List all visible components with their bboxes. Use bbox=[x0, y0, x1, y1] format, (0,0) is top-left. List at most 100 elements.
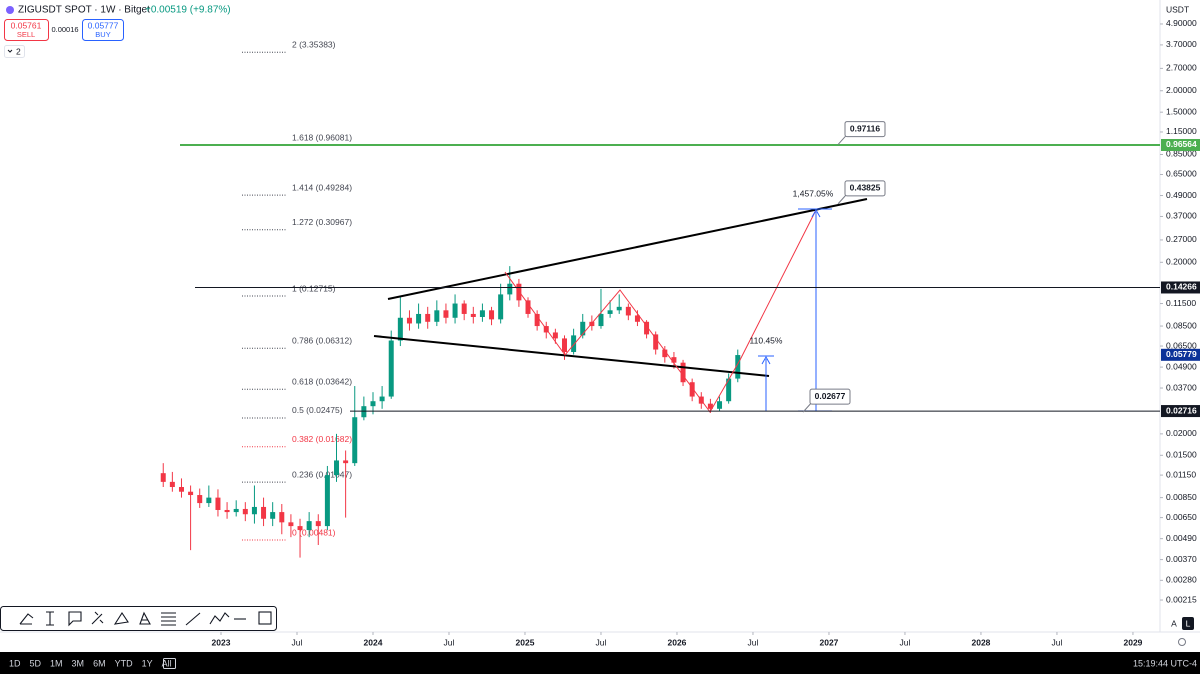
candle-body bbox=[452, 303, 458, 318]
arrow-head bbox=[811, 208, 821, 218]
tool-icon[interactable] bbox=[19, 613, 34, 625]
toolbar-icons[interactable] bbox=[19, 611, 272, 627]
fib-label: 0.5 (0.02475) bbox=[292, 405, 343, 415]
indicators-toggle[interactable] bbox=[4, 45, 25, 58]
range-button[interactable]: All bbox=[162, 658, 172, 668]
price-label: 0.96564 bbox=[1166, 139, 1197, 149]
drawings: 1,457.05% 110.45% bbox=[373, 188, 868, 413]
candle-body bbox=[625, 306, 631, 316]
buy-label[interactable]: BUY bbox=[95, 30, 110, 39]
candle-body bbox=[397, 317, 403, 341]
drawing-toolbar bbox=[0, 606, 277, 631]
y-tick-label: 0.20000 bbox=[1166, 257, 1197, 267]
spread: 0.00016 bbox=[51, 25, 78, 34]
range-button[interactable]: 1M bbox=[50, 658, 63, 668]
fib-label: 0.786 (0.06312) bbox=[292, 335, 352, 345]
candle-body bbox=[580, 321, 586, 336]
indicators-count[interactable]: 2 bbox=[16, 46, 21, 56]
candle-body bbox=[534, 313, 540, 327]
tool-icon[interactable] bbox=[91, 611, 104, 625]
candle-body bbox=[197, 495, 203, 504]
y-tick-label: 0.00850 bbox=[1166, 492, 1197, 502]
candle-body bbox=[634, 315, 640, 322]
plot-area: 2 (3.35383) 1.618 (0.96081) 1.414 (0.49284… bbox=[160, 39, 741, 558]
range-button[interactable]: 3M bbox=[72, 658, 85, 668]
fib-label: 1.272 (0.30967) bbox=[292, 217, 352, 227]
scale-auto[interactable]: A bbox=[1171, 618, 1177, 628]
symbol-logo bbox=[6, 6, 14, 14]
tool-icon[interactable] bbox=[258, 611, 272, 625]
tool-icon[interactable] bbox=[185, 612, 201, 626]
tool-icon[interactable] bbox=[113, 611, 129, 625]
price-label: 0.02716 bbox=[1166, 405, 1197, 415]
x-tick-label: 2028 bbox=[971, 637, 990, 647]
tool-icon[interactable] bbox=[139, 611, 151, 625]
y-tick-label: 0.00490 bbox=[1166, 533, 1197, 543]
y-tick-label: 0.85000 bbox=[1166, 149, 1197, 159]
symbol-title: ZIGUSDT SPOT · 1W · Bitget bbox=[18, 5, 150, 16]
chevron bbox=[7, 49, 13, 53]
candle-body bbox=[261, 506, 267, 519]
date-range-button[interactable] bbox=[163, 658, 176, 669]
settings-icon[interactable] bbox=[1178, 638, 1186, 646]
candle-body bbox=[662, 349, 668, 358]
candle-body bbox=[507, 283, 513, 295]
candle-body bbox=[233, 508, 239, 513]
tool-icon[interactable] bbox=[68, 611, 82, 627]
price-label: 0.05779 bbox=[1166, 349, 1197, 359]
y-tick-label: 0.00215 bbox=[1166, 594, 1197, 604]
x-tick-label: 2023 bbox=[212, 637, 231, 647]
scale-log-button[interactable] bbox=[1182, 617, 1194, 630]
price-label: 0.14266 bbox=[1166, 282, 1197, 292]
candle-body bbox=[288, 522, 294, 527]
range-button[interactable]: 6M bbox=[93, 658, 106, 668]
y-tick-label: 0.04900 bbox=[1166, 361, 1197, 371]
candle-body bbox=[251, 506, 257, 515]
candle-body bbox=[270, 512, 276, 519]
header: ZIGUSDT SPOT · 1W · Bitget +0.00519 (+9.… bbox=[4, 4, 1189, 58]
candle-body bbox=[297, 526, 303, 531]
candle-body bbox=[653, 334, 659, 350]
y-tick-label: 0.06500 bbox=[1166, 340, 1197, 350]
y-tick-label: 0.11500 bbox=[1166, 298, 1196, 308]
sell-label[interactable]: SELL bbox=[17, 30, 35, 39]
fib-label: 1 (0.12715) bbox=[292, 283, 336, 293]
candle-body bbox=[215, 497, 221, 510]
fib-label: 1.414 (0.49284) bbox=[292, 182, 352, 192]
x-tick-label: 2027 bbox=[820, 637, 839, 647]
currency: USDT bbox=[1166, 4, 1189, 14]
x-tick-label: Jul bbox=[596, 637, 607, 647]
x-tick-label: Jul bbox=[1052, 637, 1063, 647]
candle-body bbox=[224, 509, 230, 513]
candle-body bbox=[707, 403, 713, 409]
range-button[interactable]: 1D bbox=[9, 658, 21, 668]
y-tick-label: 0.00370 bbox=[1166, 554, 1197, 564]
y-tick-label: 2.00000 bbox=[1166, 85, 1197, 95]
candle-body bbox=[324, 475, 330, 527]
candle-body bbox=[498, 294, 504, 320]
sell-price[interactable]: 0.05761 bbox=[11, 20, 42, 30]
candle-body bbox=[561, 338, 567, 353]
tool-icon[interactable] bbox=[161, 612, 176, 626]
candle-body bbox=[406, 317, 412, 324]
price-label-bg bbox=[1161, 348, 1200, 361]
candle-body bbox=[616, 306, 622, 311]
scale-log[interactable]: L bbox=[1186, 618, 1191, 628]
y-tick-label: 2.70000 bbox=[1166, 63, 1197, 73]
x-tick-label: 2024 bbox=[364, 637, 383, 647]
sell-button[interactable] bbox=[4, 19, 49, 41]
fib-label: 0.382 (0.01682) bbox=[292, 434, 352, 444]
range-button[interactable]: YTD bbox=[115, 658, 134, 668]
tool-icon[interactable] bbox=[209, 612, 230, 625]
tool-icon[interactable] bbox=[46, 611, 54, 626]
buy-button[interactable] bbox=[82, 19, 124, 41]
y-tick-label: 0.03700 bbox=[1166, 382, 1197, 392]
buy-price[interactable]: 0.05777 bbox=[88, 20, 119, 30]
candle-body bbox=[680, 362, 686, 383]
range-button[interactable]: 5D bbox=[30, 658, 42, 668]
callout-label: 0.43825 bbox=[850, 183, 881, 193]
candle-body bbox=[388, 340, 394, 397]
range-button[interactable]: 1Y bbox=[142, 658, 153, 668]
candle-body bbox=[242, 508, 248, 515]
